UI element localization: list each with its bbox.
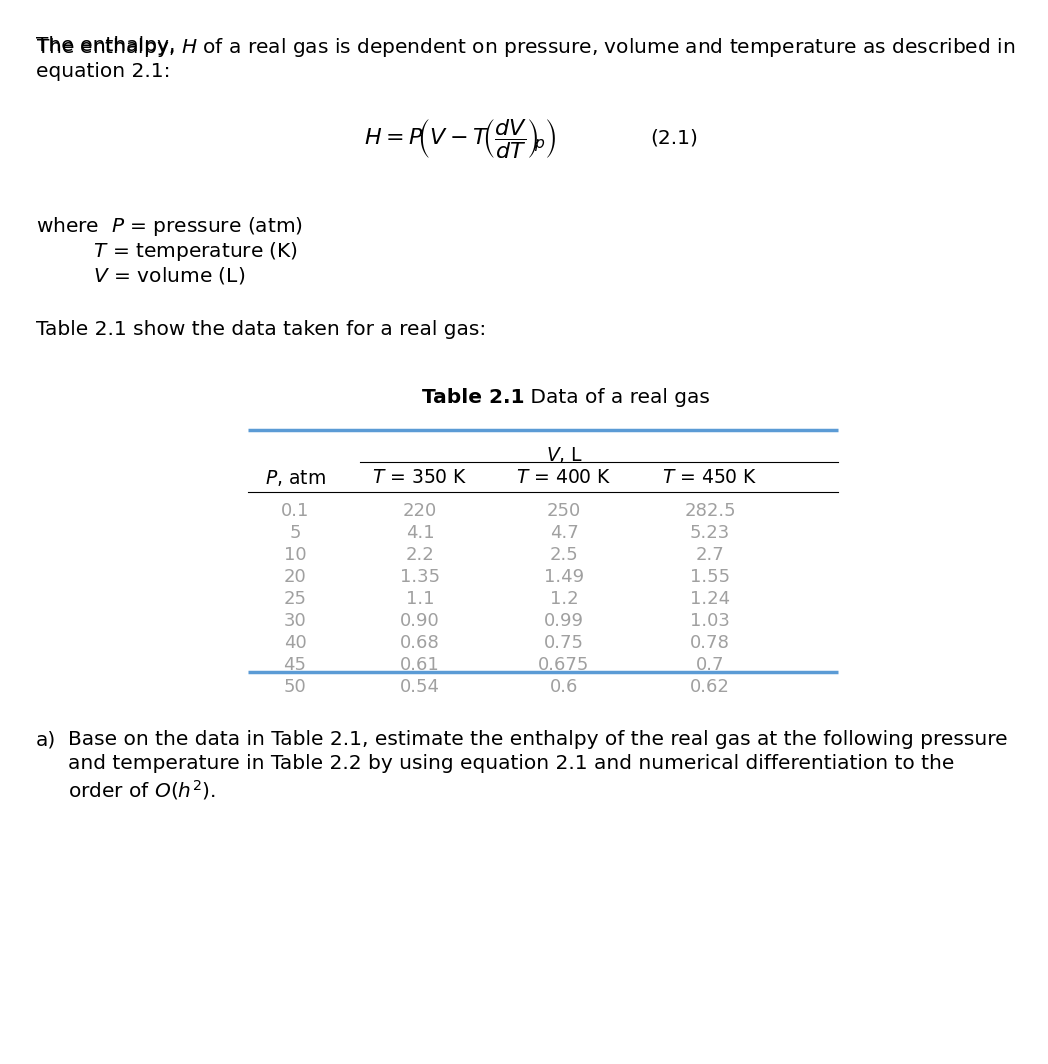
Text: (2.1): (2.1): [650, 129, 698, 148]
Text: 1.1: 1.1: [406, 591, 434, 608]
Text: 0.90: 0.90: [400, 612, 440, 630]
Text: The enthalpy,: The enthalpy,: [36, 36, 181, 55]
Text: 282.5: 282.5: [684, 502, 736, 520]
Text: 30: 30: [284, 612, 306, 630]
Text: 25: 25: [284, 591, 306, 608]
Text: The enthalpy, $H$ of a real gas is dependent on pressure, volume and temperature: The enthalpy, $H$ of a real gas is depen…: [36, 36, 1016, 59]
Text: 220: 220: [402, 502, 437, 520]
Text: 1.2: 1.2: [550, 591, 578, 608]
Text: 4.1: 4.1: [406, 523, 434, 542]
Text: $H = P\!\left(V - T\!\left(\dfrac{dV}{dT}\right)_{\!\!p}\right)$: $H = P\!\left(V - T\!\left(\dfrac{dV}{dT…: [364, 116, 556, 160]
Text: $V$, L: $V$, L: [546, 445, 584, 465]
Text: 0.675: 0.675: [539, 656, 590, 674]
Text: 2.7: 2.7: [696, 546, 724, 564]
Text: 0.7: 0.7: [696, 656, 724, 674]
Text: where  $P$ = pressure (atm): where $P$ = pressure (atm): [36, 215, 303, 238]
Text: 0.54: 0.54: [400, 678, 440, 696]
Text: 40: 40: [284, 634, 306, 652]
Text: Data of a real gas: Data of a real gas: [524, 388, 709, 408]
Text: 0.6: 0.6: [550, 678, 578, 696]
Text: 1.03: 1.03: [690, 612, 730, 630]
Text: 2.5: 2.5: [549, 546, 578, 564]
Text: 0.68: 0.68: [400, 634, 440, 652]
Text: 5: 5: [289, 523, 301, 542]
Text: Table 2.1 show the data taken for a real gas:: Table 2.1 show the data taken for a real…: [36, 320, 486, 339]
Text: 0.75: 0.75: [544, 634, 584, 652]
Text: 0.62: 0.62: [690, 678, 730, 696]
Text: 0.99: 0.99: [544, 612, 584, 630]
Text: 0.61: 0.61: [400, 656, 440, 674]
Text: 1.49: 1.49: [544, 568, 584, 586]
Text: a): a): [36, 730, 57, 749]
Text: $T$ = 400 K: $T$ = 400 K: [517, 468, 612, 487]
Text: $P$, atm: $P$, atm: [264, 468, 326, 488]
Text: Base on the data in Table 2.1, estimate the enthalpy of the real gas at the foll: Base on the data in Table 2.1, estimate …: [68, 730, 1007, 749]
Text: 4.7: 4.7: [549, 523, 578, 542]
Text: equation 2.1:: equation 2.1:: [36, 62, 171, 81]
Text: $T$ = 350 K: $T$ = 350 K: [372, 468, 467, 487]
Text: $T$ = 450 K: $T$ = 450 K: [662, 468, 758, 487]
Text: Table 2.1: Table 2.1: [421, 388, 524, 408]
Text: 10: 10: [284, 546, 306, 564]
Text: 45: 45: [284, 656, 306, 674]
Text: $T$ = temperature (K): $T$ = temperature (K): [36, 240, 298, 263]
Text: 20: 20: [284, 568, 306, 586]
Text: 2.2: 2.2: [406, 546, 434, 564]
Text: 0.78: 0.78: [690, 634, 730, 652]
Text: 0.1: 0.1: [281, 502, 309, 520]
Text: order of $O(h^2)$.: order of $O(h^2)$.: [68, 778, 216, 802]
Text: 1.24: 1.24: [690, 591, 730, 608]
Text: 5.23: 5.23: [690, 523, 730, 542]
Text: $V$ = volume (L): $V$ = volume (L): [36, 265, 245, 286]
Text: and temperature in Table 2.2 by using equation 2.1 and numerical differentiation: and temperature in Table 2.2 by using eq…: [68, 754, 955, 774]
Text: 50: 50: [284, 678, 306, 696]
Text: 1.35: 1.35: [400, 568, 440, 586]
Text: 250: 250: [547, 502, 582, 520]
Text: 1.55: 1.55: [690, 568, 730, 586]
